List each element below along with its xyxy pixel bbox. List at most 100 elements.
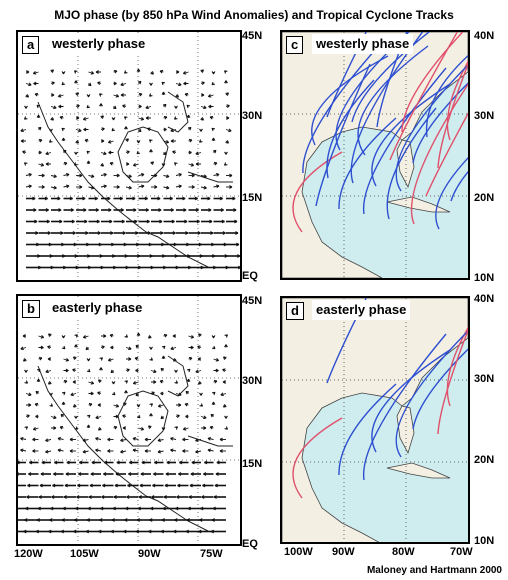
wind-vector-head [74, 162, 78, 166]
wind-vector-head [36, 114, 41, 118]
wind-vector-head [173, 529, 177, 534]
wind-vector-head [209, 115, 214, 120]
wind-vector-head [172, 231, 176, 235]
wind-vector-head [103, 472, 107, 476]
wind-vector-head [141, 460, 145, 465]
wind-vector-head [236, 242, 240, 247]
wind-vector-head [197, 345, 201, 349]
wind-vector-head [151, 495, 155, 499]
wind-vector-head [176, 414, 180, 418]
wind-vector-head [144, 196, 148, 201]
wind-vector-head [199, 392, 203, 396]
wind-vector-head [120, 93, 124, 97]
wind-vector-head [99, 357, 103, 361]
wind-vector-head [178, 184, 182, 189]
wind-vector-head [74, 426, 78, 430]
wind-vector-head [150, 161, 154, 165]
wind-vector-head [224, 151, 228, 155]
wind-vector-head [190, 345, 194, 350]
wind-vector-head [126, 495, 130, 499]
wind-vector-head [144, 449, 148, 453]
wind-vector-head [111, 391, 116, 396]
wind-vector-head [86, 414, 91, 419]
wind-vector-head [178, 472, 182, 476]
wind-vector-head [136, 404, 141, 408]
wind-vector-head [174, 380, 178, 384]
wind-vector-head [161, 427, 166, 431]
wind-vector-head [184, 219, 188, 224]
wind-vector-head [161, 518, 165, 522]
wind-vector-head [145, 208, 149, 212]
wind-vector-head [223, 404, 227, 408]
panel-c-track-map: c westerly phase [280, 30, 470, 280]
wind-vector-head [23, 358, 27, 362]
wind-vector-head [63, 161, 68, 166]
cyclone-track [362, 67, 447, 215]
wind-vector-head [211, 518, 215, 522]
wind-vector-head [98, 529, 102, 534]
wind-vector-head [50, 69, 54, 73]
wind-vector-head [71, 219, 75, 224]
lon-label-100w: 100W [284, 546, 313, 558]
wind-vector-head [226, 104, 230, 108]
wind-vector-head [209, 219, 213, 224]
wind-vector-head [149, 82, 153, 86]
wind-vector-head [138, 104, 142, 109]
wind-vector-head [20, 128, 24, 133]
wind-vector-head [137, 506, 141, 511]
wind-vector-head [128, 174, 132, 179]
wind-vector-head [157, 449, 161, 454]
wind-vector-head [186, 368, 191, 373]
wind-vector-head [50, 506, 54, 511]
wind-vector-head [18, 472, 19, 476]
wind-vector-head [145, 116, 149, 120]
wind-vector-head [107, 449, 111, 453]
wind-vector-head [149, 518, 153, 522]
wind-vector-head [84, 219, 88, 224]
wind-vector-head [40, 335, 45, 339]
wind-vector-head [70, 392, 74, 397]
wind-vector-head [57, 448, 61, 453]
wind-vector-head [57, 196, 61, 201]
wind-vector-head [122, 414, 126, 418]
wind-vector-head [99, 93, 103, 97]
wind-vector-head [212, 506, 216, 511]
panel-a-phase: westerly phase [48, 34, 150, 54]
wind-vector-head [84, 138, 89, 143]
wind-vector-head [178, 82, 182, 87]
wind-vector-head [126, 368, 130, 372]
lat-label-c-20n: 20N [474, 192, 495, 204]
wind-vector-head [199, 518, 203, 522]
wind-vector-head [39, 483, 43, 488]
wind-vector-head [45, 369, 49, 374]
wind-vector-head [176, 495, 180, 499]
wind-vector-head [207, 436, 211, 441]
wind-vector-head [74, 70, 78, 74]
wind-vector-head [51, 93, 55, 97]
wind-vector-head [166, 460, 170, 465]
wind-vector-head [141, 184, 145, 189]
wind-vector-head [91, 460, 95, 465]
panel-b-phase: easterly phase [48, 298, 147, 318]
cyclone-track [292, 417, 343, 499]
wind-vector-head [191, 460, 195, 465]
wind-vector-head [163, 127, 167, 132]
wind-vector-head [136, 518, 140, 522]
wind-vector-head [215, 358, 220, 362]
wind-vector-head [174, 116, 178, 120]
wind-vector-head [34, 402, 39, 407]
wind-vector-head [77, 483, 81, 488]
wind-vector-head [47, 345, 51, 349]
wind-vector-head [20, 346, 24, 351]
wind-vector-head [97, 231, 101, 235]
wind-vector-head [160, 529, 164, 534]
wind-vector-head [220, 392, 224, 397]
wind-vector-head [33, 208, 37, 212]
wind-vector-head [135, 529, 139, 534]
lon-label-90w-right: 90W [332, 546, 355, 558]
lat-label-d-30n: 30N [474, 373, 495, 385]
wind-vector-head [59, 219, 63, 224]
wind-vector-head [28, 82, 32, 87]
wind-vector-head [36, 518, 40, 522]
lat-label-c-30n: 30N [474, 110, 495, 122]
